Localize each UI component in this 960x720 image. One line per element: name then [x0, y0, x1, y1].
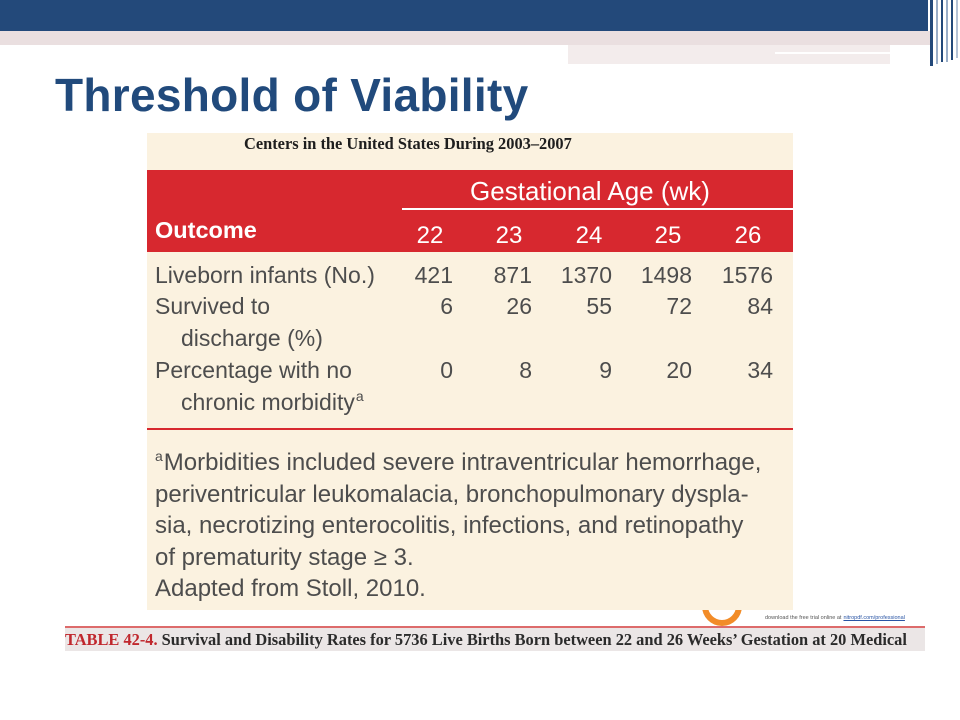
footnote-marker: a [355, 388, 364, 404]
cell-value: 9 [599, 357, 612, 383]
cell-value: 34 [747, 357, 773, 383]
table-image: Centers in the United States During 2003… [147, 133, 793, 610]
cell-value: 72 [666, 293, 692, 319]
column-header: 23 [495, 222, 523, 249]
footnote-marker: a [155, 448, 163, 464]
decorative-stripe [941, 0, 943, 62]
cell-value: 0 [440, 357, 453, 383]
column-header: 24 [575, 222, 603, 249]
row-label-text: chronic morbidity [181, 389, 355, 415]
column-header: 22 [416, 222, 444, 249]
header-accent-line [775, 52, 890, 54]
table-caption: TABLE 42-4. Survival and Disability Rates… [65, 626, 925, 651]
table-row: Liveborn infants (No.) 421 871 1370 1498… [147, 264, 793, 288]
cell-value: 1370 [560, 262, 612, 288]
cell-value: 421 [414, 262, 453, 288]
column-group-rule [402, 208, 793, 210]
decorative-stripe [930, 0, 933, 66]
cell-value: 20 [666, 357, 692, 383]
table-header-band: Gestational Age (wk) Outcome 22 23 24 25… [147, 170, 793, 252]
cell-value: 871 [493, 262, 532, 288]
column-header: 25 [654, 222, 682, 249]
cell-value: 8 [519, 357, 532, 383]
row-label-continued: chronic morbiditya [181, 388, 364, 415]
footnote-source: Adapted from Stoll, 2010. [155, 575, 426, 602]
watermark-label: download the free trial online at [765, 615, 842, 621]
decorative-stripe [946, 0, 948, 62]
column-group-label: Gestational Age (wk) [470, 176, 710, 206]
column-header: 26 [734, 222, 762, 249]
caption-label: TABLE 42-4. [65, 630, 158, 649]
header-bar [0, 0, 928, 31]
watermark-link: nitropdf.com/professional [843, 615, 905, 621]
row-label: Survived to [155, 293, 271, 319]
decorative-stripe [956, 0, 958, 58]
row-label-continued: discharge (%) [181, 325, 323, 351]
footnote-line: sia, necrotizing enterocolitis, infectio… [155, 512, 744, 539]
footnote-line: of prematurity stage ≥ 3. [155, 543, 414, 571]
cell-value: 6 [440, 293, 453, 319]
header-accent-band [0, 31, 930, 45]
table-footer-rule [147, 428, 793, 430]
row-header-label: Outcome [155, 217, 257, 243]
caption-text: TABLE 42-4. Survival and Disability Rates… [65, 630, 907, 649]
table-footnote: aMorbidities included severe intraventri… [155, 447, 761, 605]
caption-body: Survival and Disability Rates for 5736 L… [161, 630, 907, 649]
watermark-text: download the free trial online at nitropd… [765, 615, 905, 622]
slide-title: Threshold of Viability [55, 69, 529, 121]
header-accent-band-secondary [568, 45, 890, 64]
cell-value: 26 [506, 293, 532, 319]
row-label: Liveborn infants (No.) [155, 262, 375, 288]
footnote-line: periventricular leukomalacia, bronchopul… [155, 480, 749, 508]
decorative-stripe [951, 0, 953, 60]
cell-value: 84 [747, 293, 773, 319]
footnote-line: aMorbidities included severe intraventri… [155, 447, 761, 479]
decorative-stripe [936, 0, 938, 64]
cell-value: 55 [586, 293, 612, 319]
table-heading: Centers in the United States During 2003… [244, 134, 572, 153]
cell-value: 1498 [640, 262, 692, 288]
footnote-text: Morbidities included severe intraventric… [163, 449, 762, 476]
table-row: Percentage with no chronic morbiditya 0 … [147, 359, 793, 415]
cell-value: 1576 [721, 262, 773, 288]
table-row: Survived to discharge (%) 6 26 55 72 84 [147, 295, 793, 351]
row-label: Percentage with no [155, 357, 352, 383]
